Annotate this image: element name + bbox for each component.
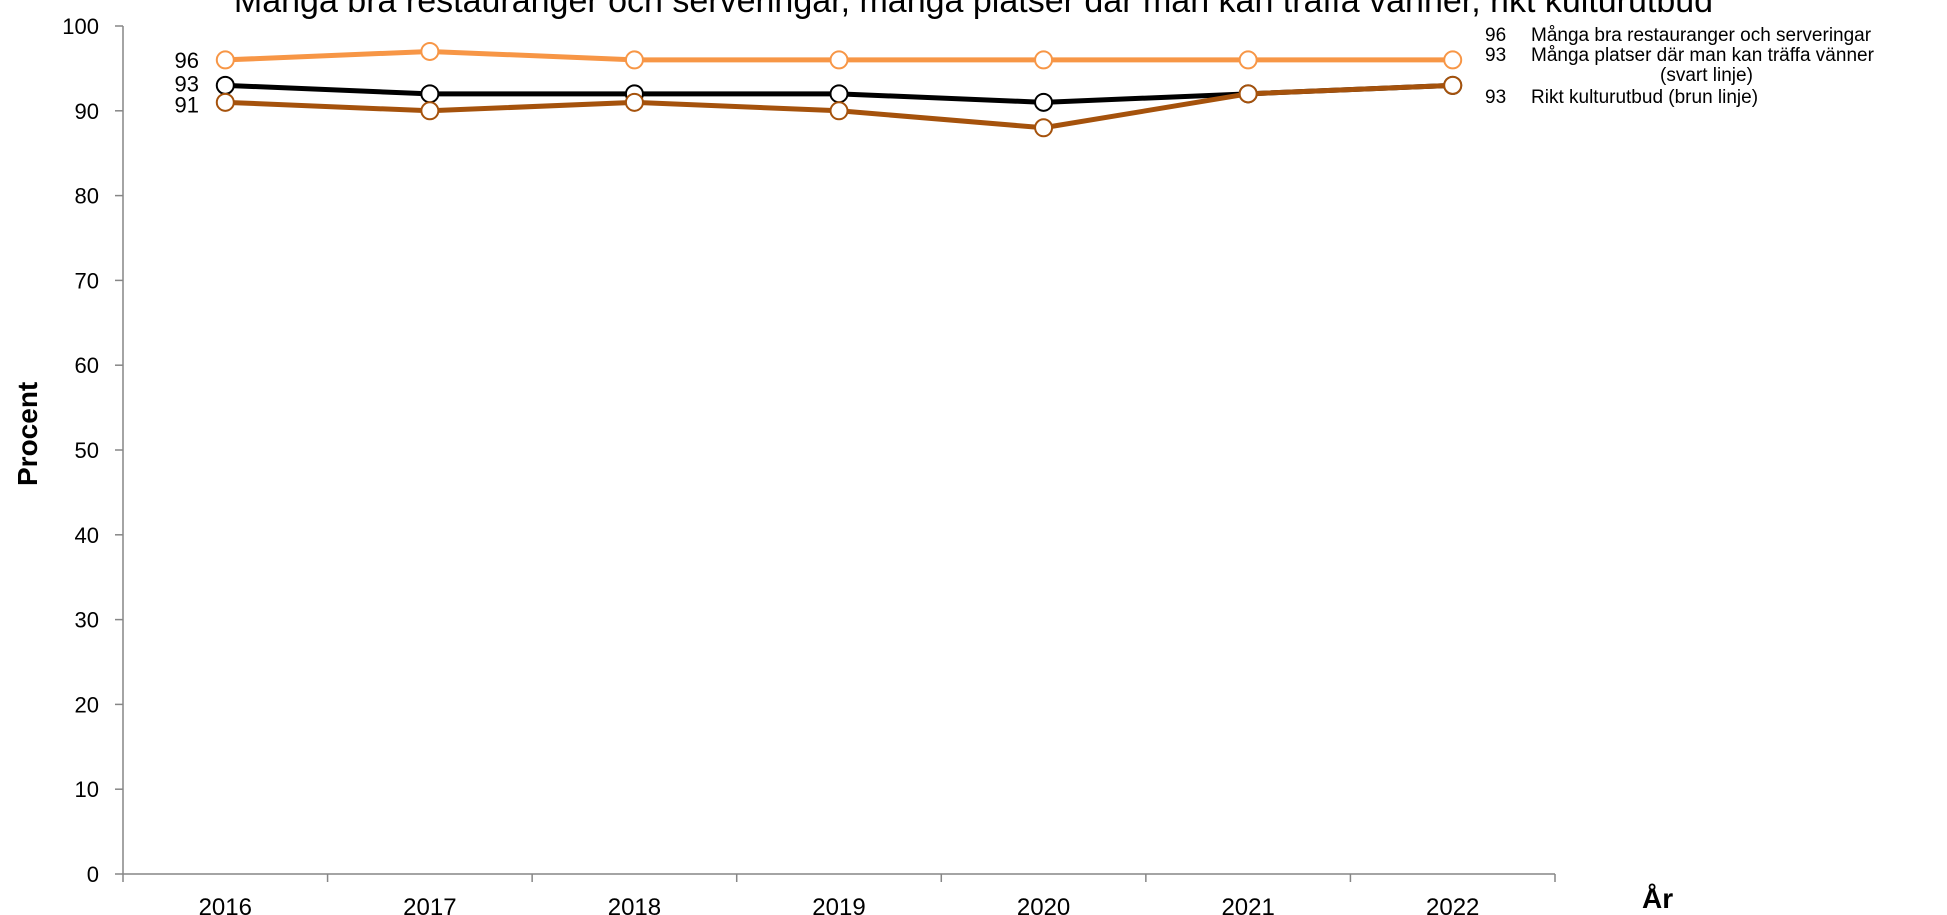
x-tick-label: 2019 (812, 894, 865, 915)
legend-label: Många platser där man kan träffa vänner (1531, 45, 1874, 66)
data-point (829, 101, 849, 121)
start-value-label: 91 (175, 92, 199, 117)
y-tick-label: 40 (75, 523, 99, 548)
x-tick-label: 2017 (403, 894, 456, 915)
x-tick-label: 2022 (1426, 894, 1479, 915)
y-tick-label: 70 (75, 268, 99, 293)
data-point (829, 50, 849, 70)
y-tick-label: 10 (75, 777, 99, 802)
data-point (1034, 50, 1054, 70)
legend-value: 96 (1485, 25, 1507, 46)
series-culture (215, 75, 1463, 138)
legend-item-restaurants: 96 Många bra restauranger och serveringa… (1485, 26, 1945, 46)
series-restaurants (215, 41, 1463, 70)
y-tick-label: 0 (87, 862, 99, 887)
data-point (420, 41, 440, 61)
data-point (1443, 50, 1463, 70)
y-tick-label: 90 (75, 99, 99, 124)
data-point (829, 84, 849, 104)
data-point (1443, 75, 1463, 95)
chart-title: Många bra restauranger och serveringar, … (233, 0, 1714, 20)
y-tick-label: 80 (75, 184, 99, 209)
data-point (624, 92, 644, 112)
x-tick-label: 2016 (199, 894, 252, 915)
series-layer (215, 41, 1463, 138)
legend: 96 Många bra restauranger och serveringa… (1485, 26, 1945, 108)
x-tick-label: 2020 (1017, 894, 1070, 915)
legend-sublabel: (svart linje) (1660, 65, 1753, 86)
x-tick-label: 2018 (608, 894, 661, 915)
legend-label: Många bra restauranger och serveringar (1531, 25, 1872, 46)
axes: 0 10 20 30 40 50 60 70 80 90 100 2016 2017 2018 2019 20… (62, 14, 1556, 915)
data-point (215, 92, 235, 112)
data-point (420, 101, 440, 121)
y-axis-title: Procent (12, 381, 43, 486)
x-tick-label: 2021 (1221, 894, 1274, 915)
data-point (1238, 84, 1258, 104)
data-point (1034, 92, 1054, 112)
start-value-label: 93 (175, 71, 199, 96)
y-tick-label: 30 (75, 608, 99, 633)
x-axis-title: År (1642, 883, 1674, 914)
y-tick-label: 50 (75, 438, 99, 463)
data-point (624, 50, 644, 70)
legend-item-meeting-places: 93 Många platser där man kan träffa vänn… (1485, 46, 1945, 66)
legend-label: Rikt kulturutbud (brun linje) (1531, 87, 1759, 108)
y-tick-label: 100 (62, 14, 99, 39)
y-tick-label: 60 (75, 353, 99, 378)
data-point (420, 84, 440, 104)
legend-value: 93 (1485, 45, 1507, 66)
data-point (215, 75, 235, 95)
y-tick-label: 20 (75, 692, 99, 717)
legend-value: 93 (1485, 87, 1507, 108)
data-point (215, 50, 235, 70)
start-value-label: 96 (175, 48, 199, 73)
legend-item-culture: 93 Rikt kulturutbud (brun linje) (1485, 88, 1945, 108)
data-point (1034, 118, 1054, 138)
data-point (1238, 50, 1258, 70)
